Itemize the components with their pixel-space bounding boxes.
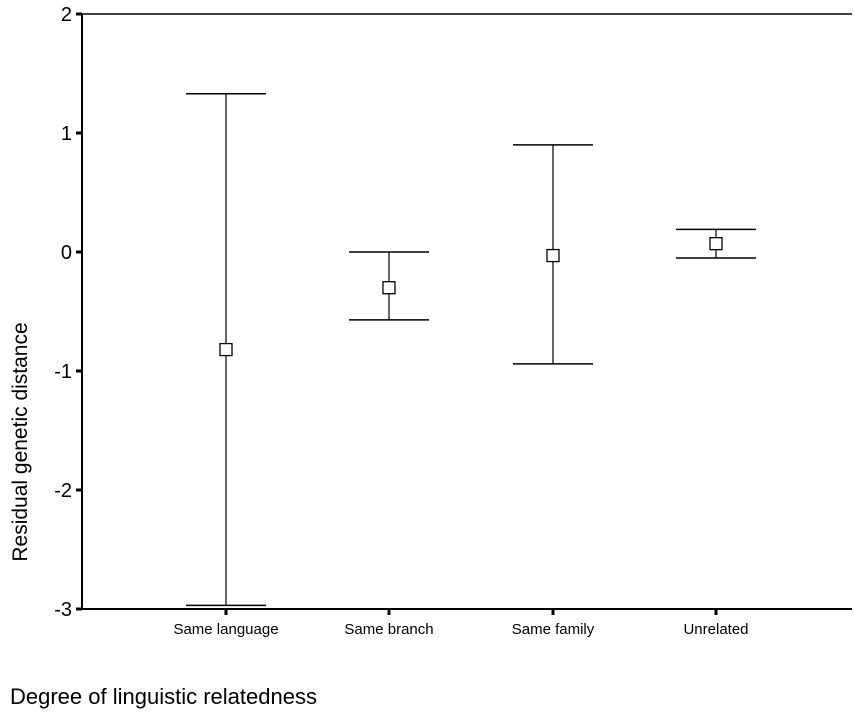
error-bar [186,92,266,607]
mean-marker [709,237,723,251]
error-bars [186,92,756,607]
x-tick-label: Same family [512,621,595,638]
plot-frame [81,13,852,610]
x-axis-title: Degree of linguistic relatedness [10,684,317,709]
y-tick-label: -1 [54,361,72,383]
y-tick-label: -3 [54,599,72,621]
y-tick-label: 0 [61,242,72,264]
y-tick-label: 1 [61,123,72,145]
mean-marker [546,248,560,263]
error-bar [349,251,429,321]
y-axis-title: Residual genetic distance [9,322,32,561]
x-tick-label: Unrelated [683,621,748,638]
error-bar [676,228,756,259]
mean-marker [382,281,396,295]
x-axis-ticks: Same language Same branch Same family Unrel… [173,609,749,638]
error-bar [513,144,593,365]
x-tick-label: Same language [173,621,278,638]
x-tick-label: Same branch [344,621,433,638]
y-tick-label: 2 [61,4,72,26]
y-tick-label: -2 [54,480,72,502]
y-axis-ticks: 2 1 0 -1 -2 -3 [54,4,82,621]
mean-marker [219,342,233,357]
